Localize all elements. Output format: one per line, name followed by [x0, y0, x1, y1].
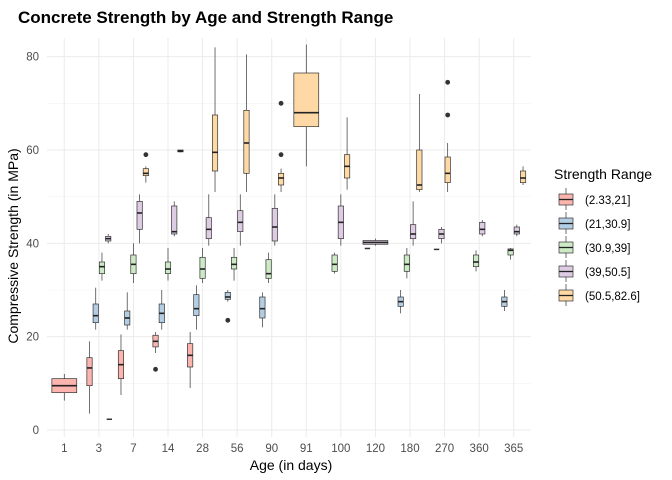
box-body	[403, 254, 410, 272]
box-body	[444, 156, 451, 184]
legend: Strength Range (2.33,21] (21,30.9] (30.9,3…	[554, 166, 652, 306]
x-tick-label: 91	[300, 443, 313, 455]
chart-title: Concrete Strength by Age and Strength Ra…	[18, 8, 393, 27]
legend-item: (21,30.9]	[558, 212, 630, 234]
box-body	[211, 114, 219, 172]
outlier-point	[278, 100, 284, 106]
box-body	[205, 217, 212, 240]
x-tick-label: 180	[400, 443, 419, 455]
y-axis-title: Compressive Strength (in MPa)	[5, 148, 21, 343]
x-axis-ticks: 1 3 7 14 28 56 90 91 100 120 180 270 360 365	[61, 443, 523, 455]
box-body	[142, 168, 149, 177]
box-body	[410, 224, 417, 240]
box-body	[271, 207, 278, 242]
box-body	[513, 226, 520, 235]
plot-panel	[47, 38, 531, 437]
x-tick-label: 56	[231, 443, 244, 455]
box-body	[520, 170, 527, 184]
x-tick-label: 90	[265, 443, 278, 455]
box-body	[231, 256, 238, 270]
legend-item: (30.9,39]	[558, 236, 630, 258]
outlier-point	[153, 366, 158, 372]
y-tick-label: 80	[26, 52, 39, 64]
box-body	[237, 210, 244, 233]
box-body	[473, 254, 480, 268]
box-body	[98, 261, 105, 275]
x-tick-label: 1	[61, 443, 67, 455]
box-body	[171, 205, 178, 235]
box-body	[278, 172, 285, 186]
outlier-point	[143, 152, 149, 158]
x-tick-label: 28	[196, 443, 209, 455]
outlier-point	[445, 79, 451, 85]
y-tick-label: 20	[26, 332, 39, 344]
box-body	[479, 221, 486, 235]
outlier-point	[445, 112, 451, 118]
legend-item: (50.5,82.6]	[558, 284, 640, 306]
legend-item: (2.33,21]	[558, 188, 630, 210]
box-body	[416, 149, 423, 191]
box-body	[164, 261, 172, 275]
box-body	[224, 291, 231, 300]
box-body	[136, 200, 143, 230]
box-body	[331, 254, 338, 272]
legend-label: (30.9,39]	[585, 243, 630, 255]
legend-label: (50.5,82.6]	[585, 291, 640, 303]
legend-label: (39,50.5]	[585, 267, 630, 279]
legend-label: (2.33,21]	[585, 195, 630, 207]
box-body	[259, 296, 266, 319]
box-body	[86, 357, 93, 387]
legend-item: (39,50.5]	[558, 260, 630, 282]
x-tick-label: 14	[162, 443, 175, 455]
box-body	[199, 256, 206, 279]
y-tick-label: 0	[33, 425, 39, 437]
outlier-point	[278, 152, 284, 158]
box-body	[265, 259, 272, 279]
outlier-point	[225, 317, 231, 323]
x-tick-label: 360	[470, 443, 489, 455]
x-tick-label: 270	[435, 443, 454, 455]
box-body	[92, 303, 99, 324]
legend-label: (21,30.9]	[585, 219, 630, 231]
y-tick-label: 60	[26, 145, 39, 157]
y-tick-label: 40	[26, 238, 39, 250]
x-tick-label: 3	[96, 443, 102, 455]
x-tick-label: 100	[331, 443, 350, 455]
x-tick-label: 7	[130, 443, 136, 455]
legend-title: Strength Range	[554, 166, 652, 182]
x-tick-label: 365	[504, 443, 523, 455]
x-tick-label: 120	[366, 443, 385, 455]
box-body	[507, 248, 514, 256]
box-body	[193, 294, 200, 317]
y-axis-ticks: 0 20 40 60 80	[26, 52, 39, 437]
panel-background	[47, 38, 531, 437]
box-body	[243, 109, 250, 174]
box-body	[293, 72, 320, 128]
x-axis-title: Age (in days)	[250, 457, 332, 473]
